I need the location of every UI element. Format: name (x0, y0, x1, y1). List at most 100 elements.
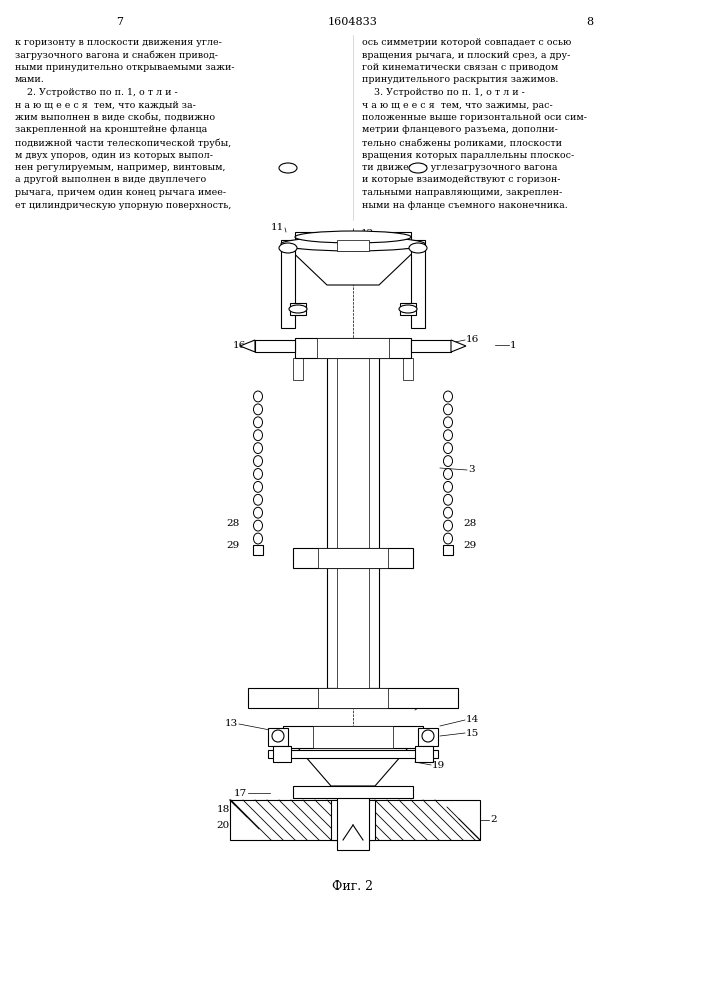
Text: 2. Устройство по п. 1, о т л и -: 2. Устройство по п. 1, о т л и - (15, 88, 177, 97)
Ellipse shape (254, 481, 262, 492)
Bar (318, 688, 388, 708)
Text: 3: 3 (468, 466, 474, 475)
Text: 28: 28 (227, 520, 240, 528)
Text: 29: 29 (227, 540, 240, 550)
Polygon shape (240, 340, 255, 352)
Bar (255, 340, 295, 352)
Ellipse shape (254, 494, 262, 505)
Text: гой кинематически связан с приводом: гой кинематически связан с приводом (362, 63, 559, 72)
Bar (295, 232, 411, 242)
Bar (411, 248, 425, 328)
Text: 2: 2 (490, 816, 496, 824)
Bar (283, 726, 423, 748)
Text: тальными направляющими, закреплен-: тальными направляющими, закреплен- (362, 188, 562, 197)
Bar (318, 548, 388, 568)
Ellipse shape (254, 507, 262, 518)
Text: ось симметрии которой совпадает с осью: ось симметрии которой совпадает с осью (362, 38, 571, 47)
Text: 19: 19 (432, 760, 445, 770)
Bar (443, 545, 453, 555)
Ellipse shape (279, 243, 297, 253)
Text: ч а ю щ е е с я  тем, что зажимы, рас-: ч а ю щ е е с я тем, что зажимы, рас- (362, 101, 553, 109)
Text: 3. Устройство по п. 1, о т л и -: 3. Устройство по п. 1, о т л и - (362, 88, 525, 97)
Text: подвижной части телескопической трубы,: подвижной части телескопической трубы, (15, 138, 231, 147)
Text: 29: 29 (463, 540, 477, 550)
Bar (418, 728, 438, 746)
Bar (337, 790, 369, 850)
Bar (248, 688, 458, 708)
Ellipse shape (254, 533, 262, 544)
Ellipse shape (443, 417, 452, 428)
Ellipse shape (281, 237, 425, 251)
Text: н а ю щ е е с я  тем, что каждый за-: н а ю щ е е с я тем, что каждый за- (15, 101, 196, 109)
Text: 15: 15 (466, 728, 479, 738)
Bar (337, 240, 369, 251)
Text: 17: 17 (234, 788, 247, 798)
Text: 8: 8 (586, 17, 594, 27)
Ellipse shape (254, 430, 262, 441)
Text: 4: 4 (432, 696, 438, 704)
Ellipse shape (295, 231, 411, 243)
Polygon shape (283, 243, 423, 285)
Ellipse shape (443, 533, 452, 544)
Circle shape (422, 730, 434, 742)
Ellipse shape (443, 404, 452, 415)
Text: 28: 28 (463, 520, 477, 528)
Circle shape (272, 730, 284, 742)
Bar (281, 240, 425, 248)
Ellipse shape (443, 507, 452, 518)
Bar (337, 340, 369, 688)
Ellipse shape (254, 469, 262, 479)
Text: загрузочного вагона и снабжен привод-: загрузочного вагона и снабжен привод- (15, 50, 218, 60)
Text: 12: 12 (361, 229, 374, 237)
Text: тельно снабжены роликами, плоскости: тельно снабжены роликами, плоскости (362, 138, 562, 147)
Text: принудительного раскрытия зажимов.: принудительного раскрытия зажимов. (362, 76, 559, 85)
Text: ными принудительно открываемыми зажи-: ными принудительно открываемыми зажи- (15, 63, 235, 72)
Text: ет цилиндрическую упорную поверхность,: ет цилиндрическую упорную поверхность, (15, 200, 231, 210)
Text: 13: 13 (225, 720, 238, 728)
Bar (230, 800, 480, 840)
Text: мами.: мами. (15, 76, 45, 85)
Text: Фиг. 2: Фиг. 2 (332, 880, 373, 893)
Text: нен регулируемым, например, винтовым,: нен регулируемым, например, винтовым, (15, 163, 226, 172)
Ellipse shape (443, 469, 452, 479)
Ellipse shape (409, 163, 427, 173)
Bar (253, 545, 263, 555)
Bar (268, 750, 438, 758)
Text: жим выполнен в виде скобы, подвижно: жим выполнен в виде скобы, подвижно (15, 113, 215, 122)
Bar (293, 786, 413, 798)
Ellipse shape (254, 443, 262, 454)
Ellipse shape (254, 520, 262, 531)
Ellipse shape (254, 391, 262, 402)
Text: м двух упоров, один из которых выпол-: м двух упоров, один из которых выпол- (15, 150, 213, 159)
Text: вращения которых параллельны плоскос-: вращения которых параллельны плоскос- (362, 150, 574, 159)
Ellipse shape (443, 520, 452, 531)
Text: ти движения углезагрузочного вагона: ти движения углезагрузочного вагона (362, 163, 558, 172)
Bar (293, 548, 413, 568)
Text: 11: 11 (271, 224, 284, 232)
Bar (295, 338, 411, 358)
Ellipse shape (254, 417, 262, 428)
Bar (411, 340, 451, 352)
Text: 1604833: 1604833 (328, 17, 378, 27)
Text: рычага, причем один конец рычага имее-: рычага, причем один конец рычага имее- (15, 188, 226, 197)
Ellipse shape (289, 305, 307, 313)
Text: закрепленной на кронштейне фланца: закрепленной на кронштейне фланца (15, 125, 207, 134)
Ellipse shape (443, 430, 452, 441)
Ellipse shape (279, 163, 297, 173)
Text: а другой выполнен в виде двуплечего: а другой выполнен в виде двуплечего (15, 176, 206, 184)
Polygon shape (451, 340, 466, 352)
Ellipse shape (254, 404, 262, 415)
Bar (400, 303, 416, 315)
Text: 7: 7 (117, 17, 124, 27)
Ellipse shape (409, 243, 427, 253)
Bar (313, 726, 393, 748)
Text: ными на фланце съемного наконечника.: ными на фланце съемного наконечника. (362, 200, 568, 210)
Text: 16: 16 (466, 336, 479, 344)
Ellipse shape (443, 443, 452, 454)
Ellipse shape (443, 391, 452, 402)
Text: 16: 16 (233, 340, 246, 350)
Text: 5: 5 (432, 752, 438, 760)
Bar (293, 358, 303, 380)
Polygon shape (298, 748, 408, 786)
Text: 1: 1 (510, 340, 517, 350)
